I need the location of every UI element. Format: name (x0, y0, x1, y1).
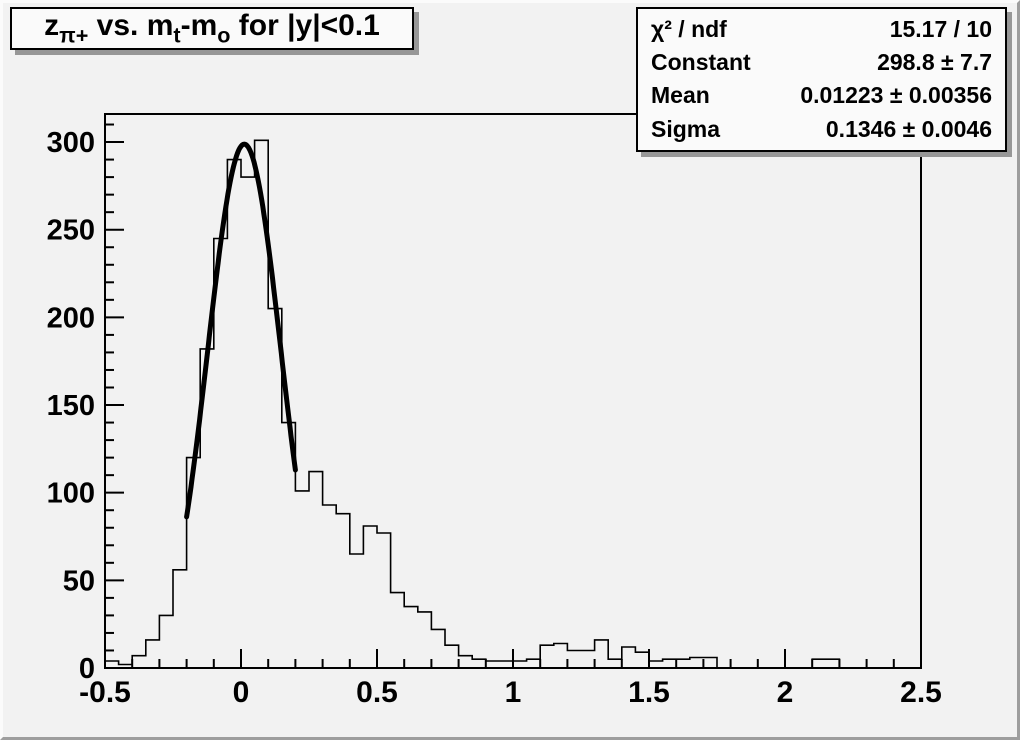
title-segment: for |y|<0.1 (230, 8, 380, 42)
histogram-outline (104, 139, 921, 669)
stats-row-constant: Constant 298.8 ± 7.7 (638, 49, 1005, 77)
title-segment: z (44, 8, 60, 42)
x-tick-label: 2 (777, 676, 794, 709)
stats-label-sigma: Sigma (651, 115, 721, 142)
title-box[interactable]: zπ+ vs. mt-mo for |y|<0.1 (10, 7, 414, 50)
y-tick-label: 0 (79, 653, 95, 685)
x-tick-label: 0 (233, 676, 250, 709)
x-tick-label: 1 (505, 676, 522, 709)
x-tick-label: 1.5 (628, 676, 670, 709)
x-tick-label: 2.5 (900, 676, 942, 709)
stats-value-chi2: 15.17 / 10 (889, 15, 992, 42)
stats-label-constant: Constant (651, 49, 751, 76)
x-tick-label: 0.5 (356, 676, 398, 709)
y-tick-label: 300 (47, 127, 95, 159)
stats-label-mean: Mean (651, 82, 710, 109)
stats-label-chi2: χ² / ndf (651, 15, 727, 42)
stats-value-constant: 298.8 ± 7.7 (877, 49, 992, 76)
title-segment: -m (180, 8, 218, 42)
stats-row-mean: Mean 0.01223 ± 0.00356 (638, 82, 1005, 110)
page-title: zπ+ vs. mt-mo for |y|<0.1 (44, 8, 380, 48)
y-tick-label: 150 (47, 390, 95, 422)
title-segment: vs. m (88, 8, 174, 42)
x-tick-label: -0.5 (79, 676, 131, 709)
stats-value-mean: 0.01223 ± 0.00356 (800, 82, 992, 109)
stats-row-sigma: Sigma 0.1346 ± 0.0046 (638, 116, 1005, 144)
y-tick-label: 50 (63, 565, 95, 597)
gaussian-fit-curve (184, 141, 298, 520)
title-subscript-t: t (173, 22, 181, 48)
title-subscript-o: o (217, 22, 231, 48)
y-tick-label: 200 (47, 302, 95, 334)
y-tick-label: 250 (47, 215, 95, 247)
fit-stats-box[interactable]: χ² / ndf 15.17 / 10 Constant 298.8 ± 7.7… (636, 7, 1007, 152)
stats-row-chi2: χ² / ndf 15.17 / 10 (638, 16, 1005, 44)
y-tick-label: 100 (47, 478, 95, 510)
title-subscript-pi-plus: π+ (59, 22, 89, 48)
stats-value-sigma: 0.1346 ± 0.0046 (825, 115, 992, 142)
